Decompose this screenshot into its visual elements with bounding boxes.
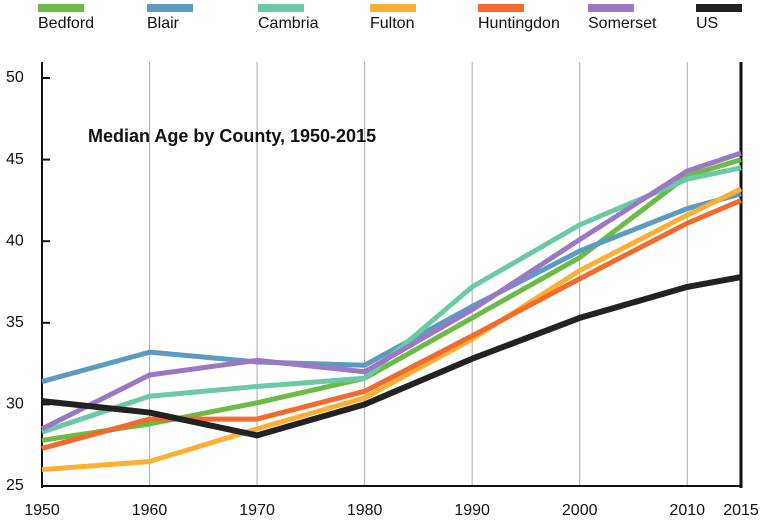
y-tick-label: 25 <box>6 477 24 494</box>
legend-swatch <box>696 4 742 12</box>
x-tick-label: 1990 <box>454 502 490 519</box>
legend-swatch <box>370 4 416 12</box>
y-tick-label: 50 <box>6 69 24 86</box>
legend-swatch <box>478 4 524 12</box>
legend-label: Bedford <box>38 15 94 32</box>
series-line <box>41 186 743 473</box>
legend-label: US <box>696 15 718 32</box>
y-tick-label: 45 <box>6 151 24 168</box>
legend-label: Somerset <box>588 15 657 32</box>
legend-swatch <box>38 4 84 12</box>
legend-label: Fulton <box>370 15 414 32</box>
x-tick-label: 1980 <box>347 502 383 519</box>
x-tick-label: 2015 <box>723 502 759 519</box>
series-line <box>41 274 742 439</box>
chart-title: Median Age by County, 1950-2015 <box>88 126 376 146</box>
x-tick-label: 2000 <box>562 502 598 519</box>
legend-swatch <box>147 4 193 12</box>
legend-swatch <box>258 4 304 12</box>
legend-label: Huntingdon <box>478 15 560 32</box>
series-line <box>40 150 742 432</box>
legend-swatch <box>588 4 634 12</box>
y-tick-label: 35 <box>6 314 24 331</box>
y-tick-label: 30 <box>6 396 24 413</box>
y-tick-label: 40 <box>6 232 24 249</box>
x-tick-label: 1950 <box>24 502 60 519</box>
legend-label: Cambria <box>258 15 319 32</box>
x-tick-label: 1970 <box>239 502 275 519</box>
legend-label: Blair <box>147 15 180 32</box>
series-line <box>41 165 742 435</box>
x-tick-label: 2010 <box>669 502 705 519</box>
x-tick-label: 1960 <box>132 502 168 519</box>
